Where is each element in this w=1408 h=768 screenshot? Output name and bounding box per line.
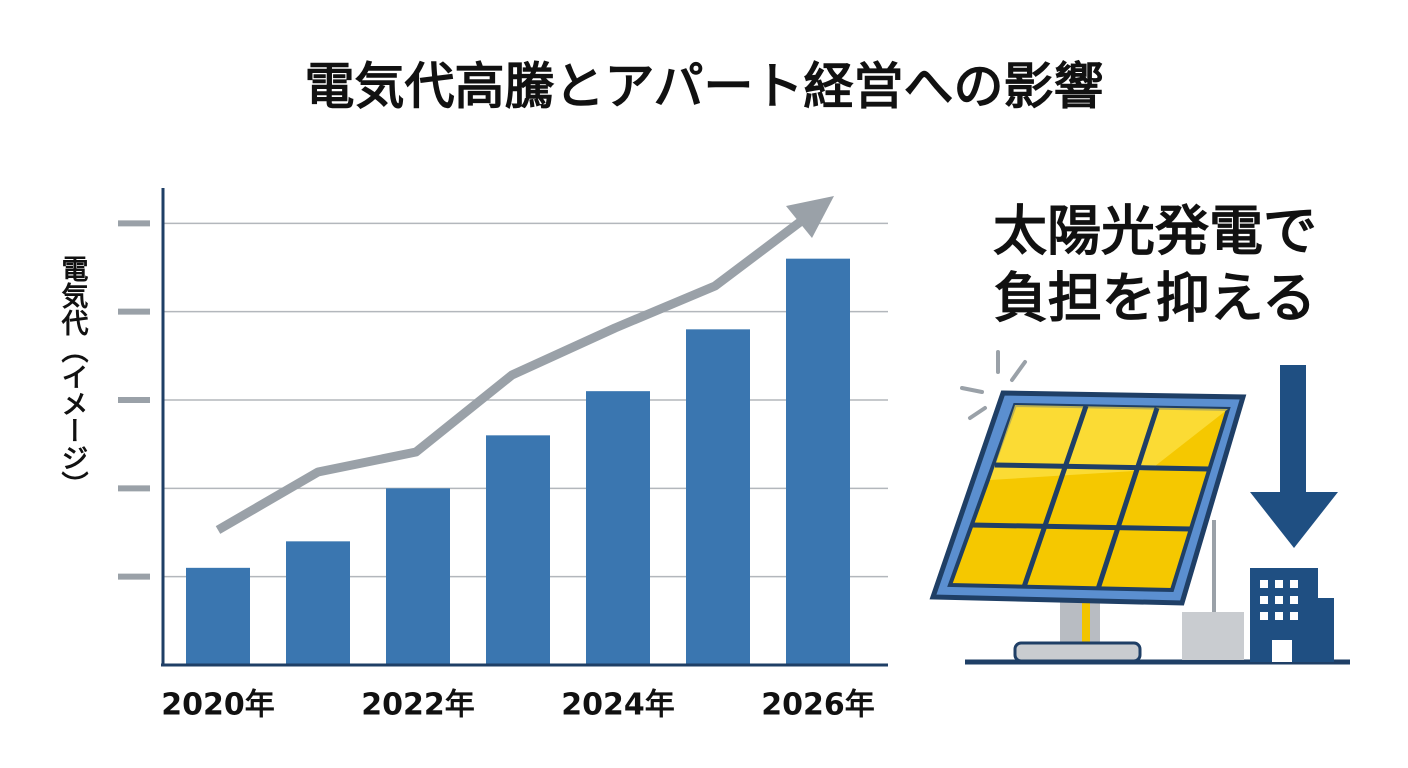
x-tick-label: 2024年 xyxy=(561,688,675,723)
chart-title: 電気代高騰とアパート経営への影響 xyxy=(305,58,1104,116)
plot-area: 2020年 2022年 2024年 2026年 xyxy=(118,220,888,723)
x-tick-label: 2022年 xyxy=(361,688,475,723)
x-tick-label: 2026年 xyxy=(761,688,875,723)
windows xyxy=(1260,580,1298,662)
bar xyxy=(186,567,250,665)
bar xyxy=(786,258,850,665)
side-text: 太陽光発電で xyxy=(993,200,1317,263)
bar xyxy=(486,435,550,665)
x-tick-label: 2020年 xyxy=(161,688,275,723)
down-arrow-head xyxy=(1250,492,1338,548)
sun-rays xyxy=(960,350,1027,420)
building-wing xyxy=(1310,598,1334,662)
arrow-head xyxy=(786,196,834,238)
trend-arrow xyxy=(215,196,834,534)
bar xyxy=(686,329,750,665)
stand-accent xyxy=(1082,600,1090,645)
trend-line xyxy=(215,209,815,534)
panel-shine xyxy=(990,405,1228,480)
solar-illustration xyxy=(929,350,1350,665)
y-axis-label: 電気代（イメージ） xyxy=(57,255,90,498)
down-arrow xyxy=(1280,365,1306,495)
side-text: 負担を抑える xyxy=(994,267,1316,330)
stand xyxy=(1060,600,1100,645)
stand-base xyxy=(1013,641,1142,663)
bar xyxy=(386,488,450,665)
inverter xyxy=(1182,612,1244,660)
panel-grid xyxy=(971,405,1210,590)
bar xyxy=(286,541,350,665)
bar xyxy=(586,391,650,665)
